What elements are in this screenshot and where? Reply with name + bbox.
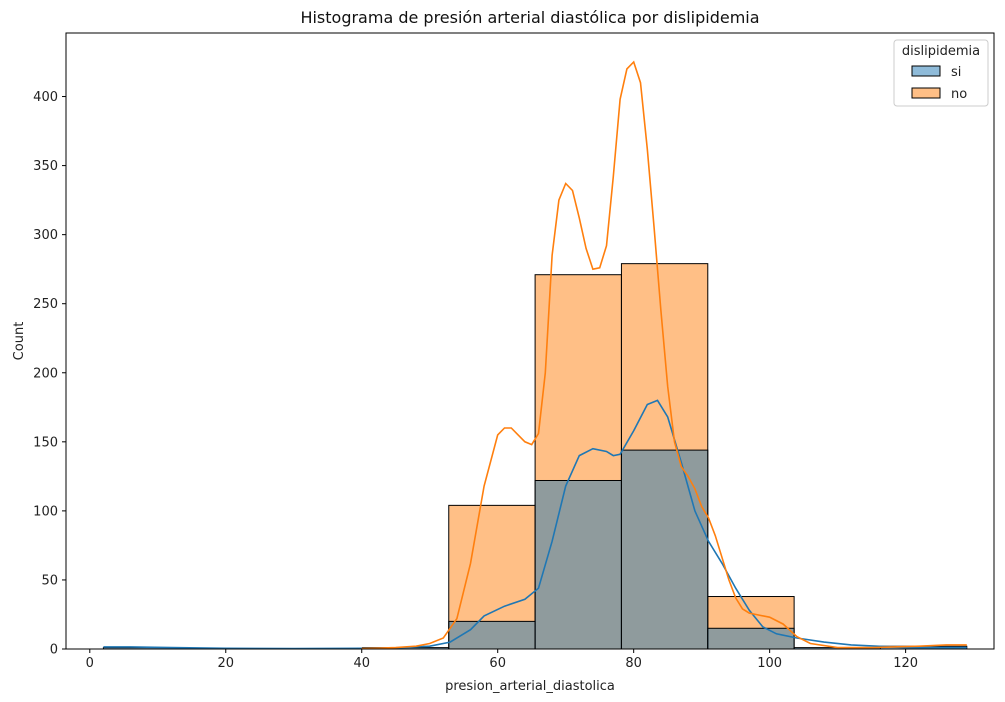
x-tick-label: 0 <box>86 656 94 671</box>
y-tick-label: 250 <box>33 297 58 312</box>
y-tick-label: 350 <box>33 159 58 174</box>
legend: dislipidemia si no <box>893 39 989 107</box>
y-tick-label: 50 <box>41 573 58 588</box>
x-tick-label: 80 <box>625 656 642 671</box>
axes-frame <box>65 32 995 650</box>
y-tick-label: 0 <box>50 643 58 658</box>
kde-line-no <box>361 60 967 650</box>
bar-si <box>620 449 709 650</box>
legend-swatch-no <box>911 87 941 99</box>
bar-si <box>707 627 795 650</box>
x-axis-title: presion_arterial_diastolica <box>445 679 615 694</box>
x-tick-label: 120 <box>893 656 918 671</box>
legend-label-si: si <box>951 65 961 80</box>
x-tick-label: 20 <box>217 656 234 671</box>
legend-label-no: no <box>951 87 967 102</box>
y-tick-label: 100 <box>33 504 58 519</box>
bar-si <box>534 479 622 650</box>
plot-area: 0 20 40 60 80 100 120 0 50 100 150 200 250 300 350 400 <box>33 32 995 671</box>
y-tick-label: 300 <box>33 228 58 243</box>
y-axis-title: Count <box>12 322 27 361</box>
legend-swatch-si <box>911 65 941 77</box>
x-tick-label: 40 <box>353 656 370 671</box>
x-tick-label: 60 <box>489 656 506 671</box>
y-tick-label: 200 <box>33 366 58 381</box>
y-tick-label: 400 <box>33 90 58 105</box>
y-tick-label: 150 <box>33 435 58 450</box>
legend-title: dislipidemia <box>902 44 980 59</box>
x-tick-label: 100 <box>757 656 782 671</box>
chart-title: Histograma de presión arterial diastólic… <box>300 8 759 27</box>
